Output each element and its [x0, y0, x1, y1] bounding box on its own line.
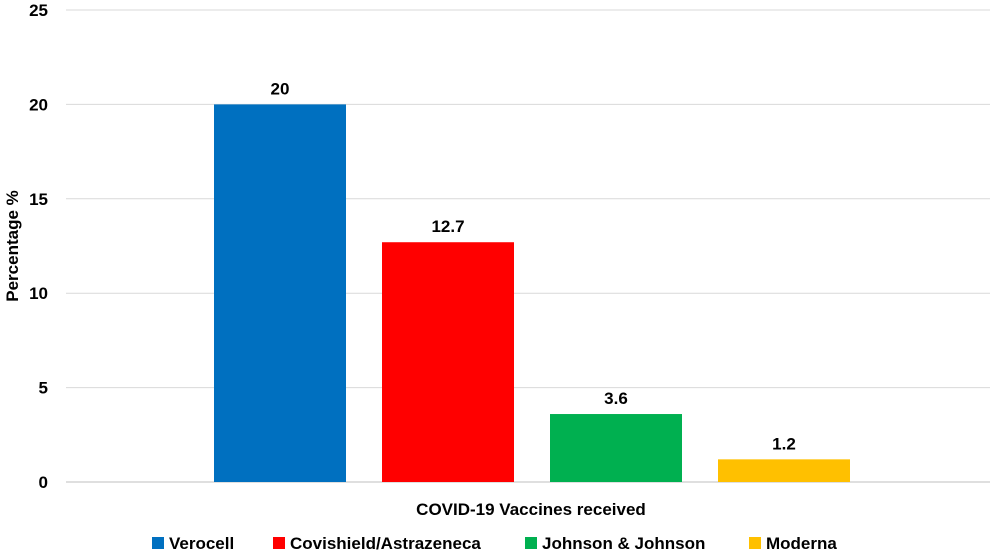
- x-axis-title: COVID-19 Vaccines received: [416, 500, 646, 519]
- y-tick-label: 0: [39, 473, 48, 492]
- gridlines: [66, 9, 990, 483]
- y-tick-label: 25: [29, 1, 48, 20]
- y-tick-label: 15: [29, 190, 48, 209]
- legend-item: Verocell: [152, 534, 234, 553]
- legend-item: Johnson & Johnson: [525, 534, 705, 553]
- legend-swatch: [152, 537, 164, 549]
- bars: [214, 104, 850, 483]
- legend-label: Johnson & Johnson: [542, 534, 705, 553]
- data-label: 12.7: [431, 217, 464, 236]
- data-label: 1.2: [772, 434, 796, 453]
- legend-swatch: [749, 537, 761, 549]
- bar-verocell: [214, 104, 346, 483]
- bar-johnson-johnson: [550, 414, 682, 482]
- legend-item: Moderna: [749, 534, 837, 553]
- y-axis-title: Percentage %: [3, 190, 22, 302]
- bar-covishield-astrazeneca: [382, 242, 514, 482]
- legend-label: Moderna: [766, 534, 837, 553]
- bar-moderna: [718, 459, 850, 482]
- legend: Verocell Covishield/Astrazeneca Johnson & …: [152, 534, 837, 553]
- y-axis-ticks: 0 5 10 15 20 25: [29, 1, 48, 492]
- y-tick-label: 5: [39, 379, 48, 398]
- legend-swatch: [273, 537, 285, 549]
- legend-swatch: [525, 537, 537, 549]
- y-tick-label: 10: [29, 284, 48, 303]
- data-labels: 20 12.7 3.6 1.2: [271, 79, 796, 453]
- data-label: 3.6: [604, 389, 628, 408]
- data-label: 20: [271, 79, 290, 98]
- y-tick-label: 20: [29, 95, 48, 114]
- legend-label: Verocell: [169, 534, 234, 553]
- legend-label: Covishield/Astrazeneca: [290, 534, 481, 553]
- legend-item: Covishield/Astrazeneca: [273, 534, 481, 553]
